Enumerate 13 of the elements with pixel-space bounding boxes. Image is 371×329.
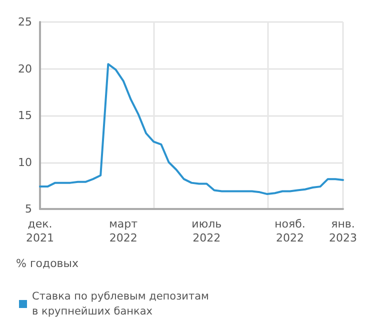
x-tick-label: дек. 2021 [26,218,54,244]
x-tick-label: июль 2022 [192,218,222,244]
y-axis-title: % годовых [16,257,79,270]
legend-label: Ставка по рублевым депозитам в крупнейших банках [32,290,209,318]
y-tick-label: 20 [18,62,32,76]
y-tick-label: 10 [18,156,32,169]
x-tick-label: март 2022 [109,218,138,244]
line-series [39,63,344,196]
y-tick-label: 25 [18,16,32,28]
x-tick-label: янв. 2023 [329,218,357,244]
y-tick-label: 15 [18,109,32,122]
x-tick-label: нояб. 2022 [274,218,306,244]
y-tick-label: 5 [25,202,32,216]
